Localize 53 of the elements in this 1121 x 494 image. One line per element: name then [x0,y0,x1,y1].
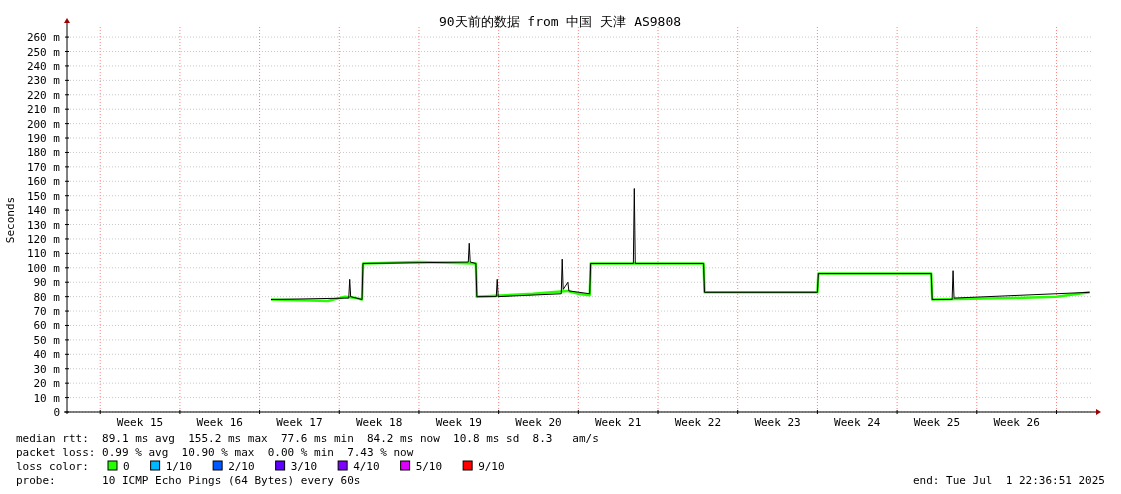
legend-label: 1/10 [165,460,193,473]
legend-label: 9/10 [478,460,505,473]
y-axis-title: Seconds [4,196,17,244]
legend-title: loss color: [16,460,89,473]
text: end: Tue Jul 1 22:36:51 2025 [912,474,1105,487]
y-tick-label: 50 m [33,333,61,347]
x-tick-label: Week 15 [116,416,164,429]
x-tick-label: Week 22 [674,416,722,429]
y-tick-label: 200 m [26,117,61,131]
text: packet loss: 0.99 % avg 10.90 % max 0.00 % min 7.43 % now [16,446,414,459]
y-tick-label: 90 m [33,276,61,290]
y-tick-label: 190 m [26,132,61,146]
chart-title: 90天前的数据 from 中国 天津 AS9808 [438,14,682,29]
y-tick-label: 60 m [33,319,61,333]
y-tick-label: 120 m [26,232,61,246]
y-tick-label: 210 m [26,103,61,117]
x-tick-label: Week 25 [913,416,961,429]
y-tick-label: 0 [53,406,60,419]
y-tick-label: 20 m [33,377,61,391]
y-tick-label: 140 m [26,204,61,218]
text: probe: 10 ICMP Echo Pings (64 Bytes) every 60s [16,474,361,487]
y-tick-label: 30 m [33,362,61,376]
y-tick-label: 250 m [26,45,61,59]
y-tick-label: 230 m [26,74,61,88]
y-tick-label: 260 m [26,31,61,45]
y-tick-label: 150 m [26,189,61,203]
legend-label: 0 [123,460,130,473]
x-tick-label: Week 19 [435,416,482,429]
y-tick-label: 130 m [26,218,61,232]
text: median rtt: 89.1 ms avg 155.2 ms max 77.6 ms min 84.2 ms now 10.8 ms sd 8.3 am/s [16,432,599,445]
y-tick-label: 160 m [26,175,61,189]
x-tick-label: Week 18 [355,416,403,429]
x-tick-label: Week 17 [276,416,323,429]
legend-label: 4/10 [353,460,380,473]
x-tick-label: Week 16 [196,416,243,429]
x-tick-label: Week 23 [754,416,801,429]
y-tick-label: 80 m [33,290,61,304]
y-tick-label: 180 m [26,146,61,160]
y-tick-label: 240 m [26,59,61,73]
legend-label: 5/10 [415,460,443,473]
y-tick-label: 10 m [33,391,61,405]
y-tick-label: 100 m [26,261,61,275]
legend-label: 2/10 [228,460,255,473]
x-tick-label: Week 24 [834,416,881,429]
x-tick-label: Week 26 [993,416,1040,429]
legend-label: 3/10 [290,460,318,473]
x-tick-label: Week 20 [515,416,562,429]
y-tick-label: 220 m [26,88,61,102]
y-tick-label: 40 m [33,348,61,362]
x-tick-label: Week 21 [595,416,642,429]
y-tick-label: 110 m [26,247,61,261]
y-tick-label: 170 m [26,160,61,174]
y-tick-label: 70 m [33,305,61,319]
